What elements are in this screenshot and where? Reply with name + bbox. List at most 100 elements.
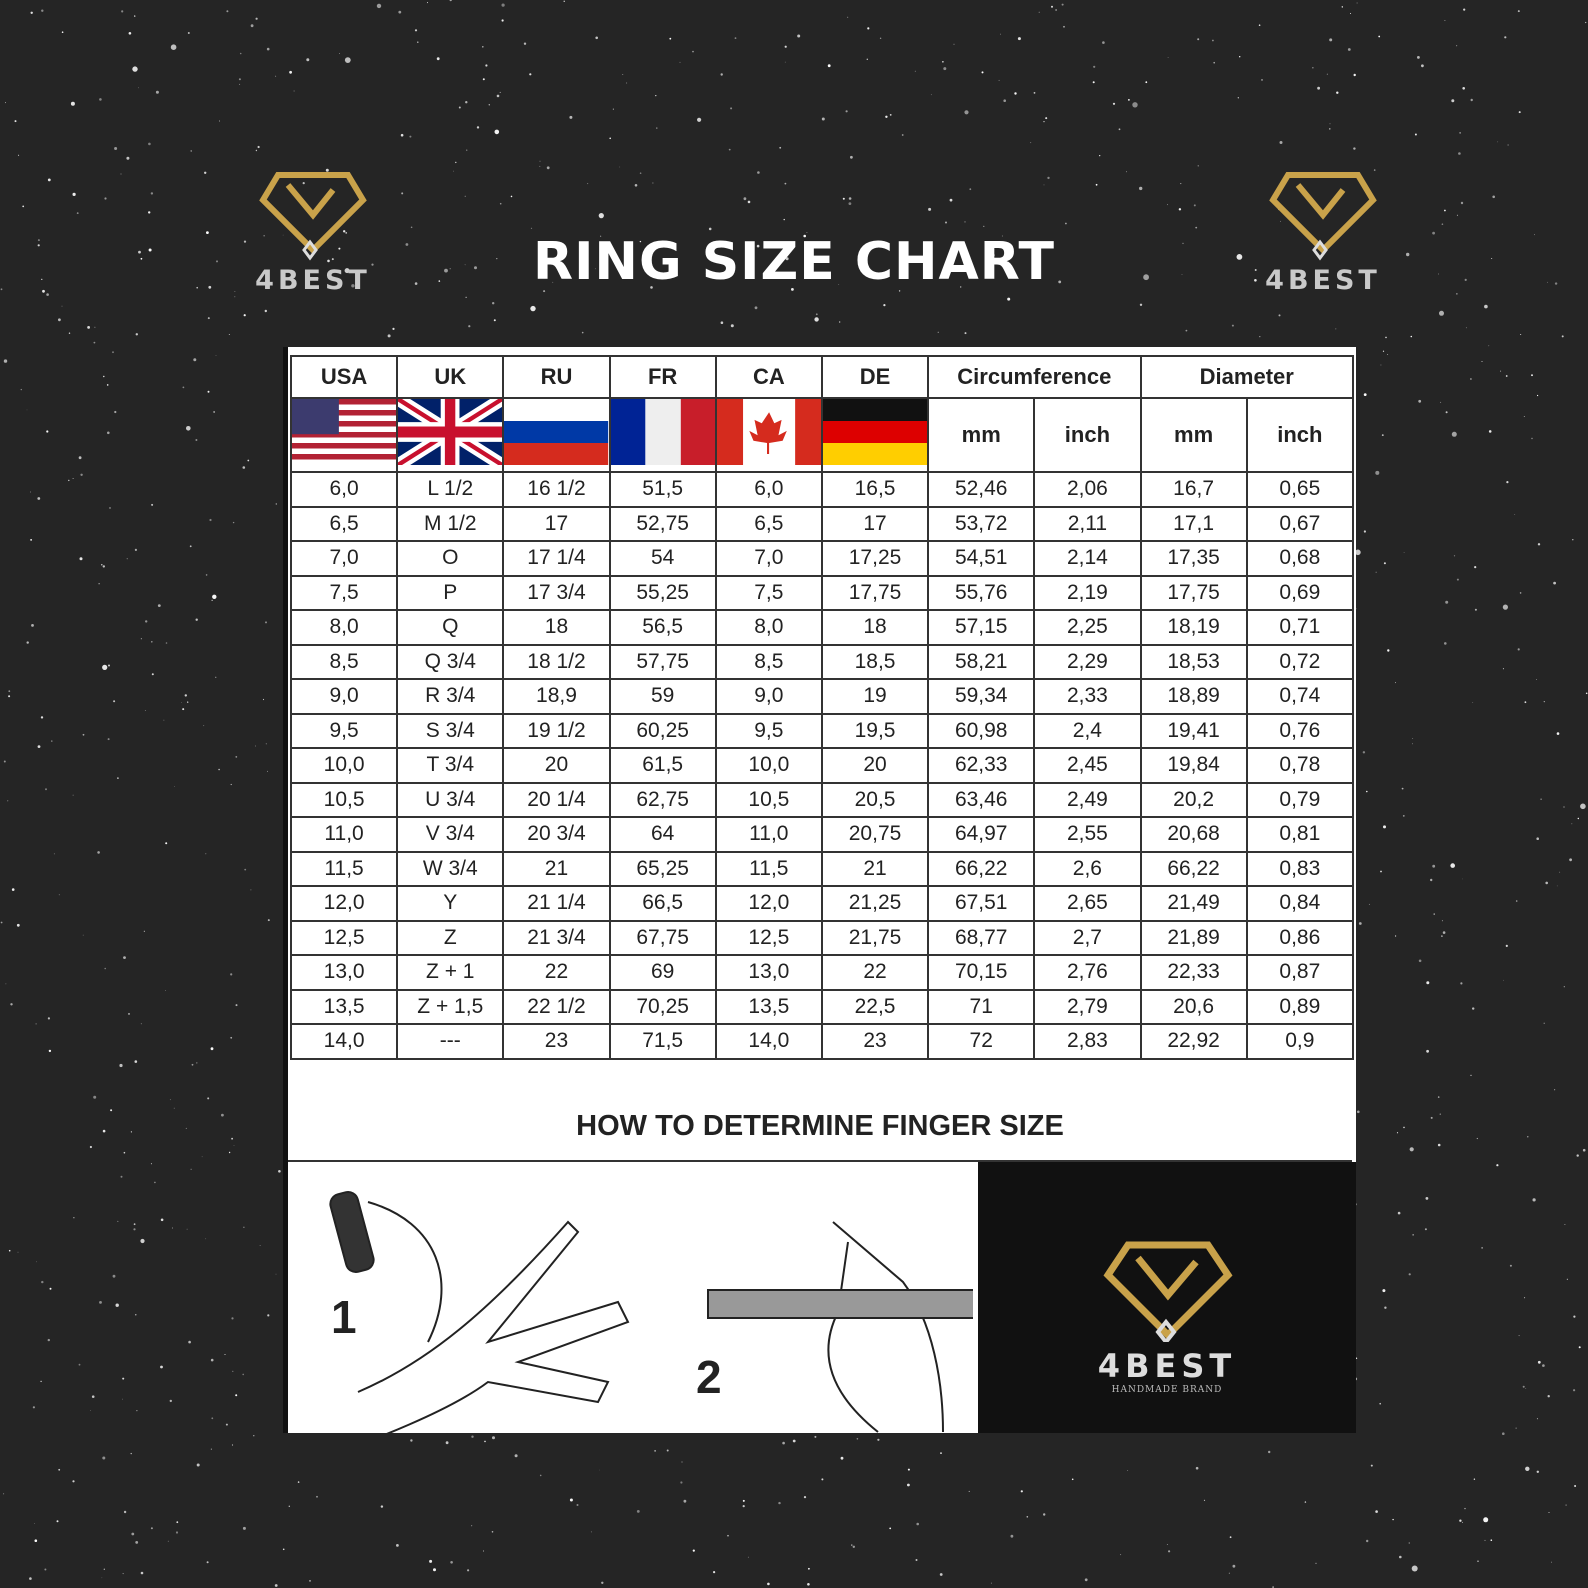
star — [265, 743, 267, 745]
star — [243, 1226, 245, 1229]
star — [102, 565, 106, 568]
star — [218, 768, 220, 771]
table-row: 7,5 P 17 3/4 55,25 7,5 17,75 55,76 2,19 17,75 0,6… — [289, 574, 1355, 611]
star — [981, 71, 984, 74]
table-cell: 10,0 — [714, 747, 823, 784]
table-cell: 52,75 — [608, 505, 717, 542]
star — [482, 46, 484, 48]
table-row: 12,0 Y 21 1/4 66,5 12,0 21,25 67,51 2,65 21,49 0,… — [289, 885, 1355, 922]
star — [1524, 1297, 1526, 1299]
star — [930, 94, 932, 96]
star — [1399, 1555, 1402, 1559]
star — [1145, 81, 1148, 84]
star — [1563, 986, 1565, 988]
hand-measuring-icon — [329, 1190, 979, 1453]
ring-size-table: USA UK RU FR CA DE Circumference Diameter mm inch… — [289, 355, 1355, 1060]
star — [134, 15, 136, 17]
star — [848, 197, 852, 200]
star — [230, 1036, 233, 1039]
star — [1408, 1542, 1410, 1544]
star — [803, 234, 806, 238]
star — [1442, 931, 1446, 934]
star — [866, 58, 868, 60]
star — [37, 239, 40, 242]
star — [851, 1544, 853, 1546]
table-cell: 8,5 — [289, 643, 399, 680]
star — [30, 11, 33, 14]
table-cell: 0,78 — [1245, 747, 1355, 784]
star — [1258, 24, 1261, 27]
table-cell: 67,51 — [927, 885, 1036, 922]
star — [1341, 6, 1344, 8]
star — [1582, 1148, 1586, 1152]
star — [282, 1548, 285, 1551]
star — [58, 894, 60, 896]
table-cell: 6,5 — [289, 505, 399, 542]
star — [16, 923, 20, 927]
star — [1418, 399, 1422, 403]
star — [207, 317, 210, 320]
star — [1484, 1539, 1486, 1541]
star — [590, 1531, 592, 1533]
star — [1515, 1427, 1517, 1429]
table-cell: 18,19 — [1139, 609, 1248, 646]
star — [191, 1063, 194, 1066]
table-cell: 21 — [820, 850, 930, 887]
star — [1492, 195, 1495, 199]
table-cell: 7,0 — [289, 540, 399, 577]
star — [53, 853, 55, 855]
star — [501, 19, 504, 22]
star — [1496, 1164, 1499, 1167]
star — [1464, 278, 1467, 281]
star — [120, 1175, 123, 1178]
star — [1239, 56, 1241, 58]
star — [138, 87, 140, 89]
star — [1456, 293, 1458, 295]
star — [343, 230, 346, 233]
table-cell: 2,29 — [1033, 643, 1142, 680]
star — [639, 172, 642, 174]
star — [1353, 147, 1356, 150]
table-row: 13,5 Z + 1,5 22 1/2 70,25 13,5 22,5 71 2,79 20,6… — [289, 988, 1355, 1025]
star — [228, 1151, 231, 1154]
star — [160, 1365, 163, 1369]
star — [1554, 1089, 1556, 1091]
star — [539, 160, 541, 162]
star — [1439, 310, 1444, 316]
star — [634, 184, 638, 187]
star — [1543, 701, 1545, 703]
star — [288, 1505, 290, 1508]
star — [186, 1228, 188, 1230]
unit-header: inch — [1245, 397, 1355, 473]
star — [173, 1107, 175, 1109]
star — [465, 101, 468, 104]
star — [1536, 837, 1539, 840]
table-row: 11,0 V 3/4 20 3/4 64 11,0 20,75 64,97 2,55 20,68… — [289, 816, 1355, 853]
star — [325, 168, 329, 172]
star — [622, 74, 624, 75]
star — [1543, 1022, 1545, 1024]
column-header: Diameter — [1139, 355, 1354, 399]
star — [1554, 282, 1558, 285]
star — [170, 44, 177, 50]
star — [436, 57, 440, 61]
star — [5, 983, 7, 985]
table-row: 9,0 R 3/4 18,9 59 9,0 19 59,34 2,33 18,89 0,74 — [289, 678, 1355, 715]
table-cell: 21 3/4 — [502, 919, 611, 956]
table-cell: 71,5 — [608, 1023, 717, 1060]
star — [1441, 920, 1443, 922]
star — [1534, 234, 1535, 236]
star — [1382, 1289, 1386, 1293]
star — [856, 1438, 859, 1440]
star — [185, 1127, 187, 1129]
star — [210, 1358, 214, 1362]
table-cell: 18,9 — [502, 678, 611, 715]
star — [1507, 144, 1509, 146]
star — [1401, 787, 1404, 790]
star — [212, 594, 217, 599]
star — [1483, 1517, 1489, 1523]
table-cell: 16 1/2 — [502, 471, 611, 508]
star — [207, 390, 210, 393]
star — [1030, 142, 1032, 144]
star — [1519, 592, 1522, 594]
